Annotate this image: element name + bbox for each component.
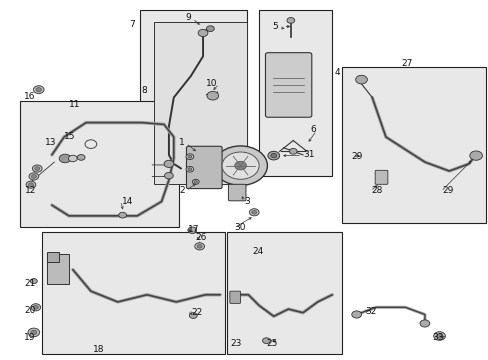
Text: 21: 21: [24, 279, 36, 288]
Text: 27: 27: [400, 59, 412, 68]
Text: 6: 6: [310, 125, 316, 134]
Circle shape: [68, 155, 77, 162]
Bar: [47, 252, 59, 262]
Text: 7: 7: [129, 19, 135, 28]
Circle shape: [30, 279, 37, 284]
Text: 3: 3: [244, 197, 250, 206]
Bar: [140, 10, 246, 184]
Text: 2: 2: [179, 186, 184, 195]
Bar: [154, 22, 246, 184]
Text: 19: 19: [24, 333, 36, 342]
Text: 25: 25: [266, 339, 277, 348]
Circle shape: [26, 181, 36, 188]
Circle shape: [59, 154, 71, 163]
Bar: [47, 253, 69, 284]
Circle shape: [119, 212, 126, 218]
Circle shape: [31, 175, 36, 178]
Circle shape: [355, 75, 366, 84]
Circle shape: [197, 244, 202, 248]
Text: 5: 5: [271, 22, 277, 31]
FancyBboxPatch shape: [186, 146, 222, 189]
Circle shape: [206, 91, 218, 100]
Circle shape: [433, 332, 445, 340]
Circle shape: [286, 18, 294, 23]
Circle shape: [28, 328, 40, 337]
Circle shape: [31, 304, 41, 311]
Text: 29: 29: [351, 152, 363, 161]
Circle shape: [187, 227, 196, 233]
Circle shape: [194, 243, 204, 250]
Circle shape: [206, 26, 214, 32]
Circle shape: [222, 152, 259, 179]
Bar: [227, 232, 341, 354]
Text: 32: 32: [365, 307, 376, 316]
Circle shape: [32, 165, 42, 172]
Circle shape: [419, 320, 429, 327]
FancyBboxPatch shape: [228, 184, 245, 201]
Circle shape: [77, 154, 85, 160]
Text: 15: 15: [64, 132, 76, 141]
Circle shape: [194, 180, 197, 183]
FancyBboxPatch shape: [265, 53, 311, 117]
Text: 20: 20: [24, 306, 36, 315]
Text: 9: 9: [185, 13, 190, 22]
Circle shape: [33, 306, 38, 309]
Text: 29: 29: [441, 186, 452, 195]
Bar: [259, 10, 331, 176]
Circle shape: [189, 313, 197, 319]
Bar: [42, 232, 224, 354]
Text: 13: 13: [44, 138, 56, 147]
Circle shape: [262, 338, 270, 343]
FancyBboxPatch shape: [374, 170, 387, 184]
Circle shape: [33, 86, 44, 94]
Text: 30: 30: [234, 223, 246, 232]
Text: 1: 1: [179, 138, 184, 147]
Text: 14: 14: [122, 197, 133, 206]
Text: 23: 23: [230, 339, 242, 348]
Text: 4: 4: [334, 68, 340, 77]
Circle shape: [270, 153, 276, 158]
Circle shape: [351, 311, 361, 318]
Circle shape: [234, 161, 246, 170]
Circle shape: [28, 183, 33, 186]
Circle shape: [185, 154, 193, 159]
Text: 33: 33: [431, 333, 443, 342]
Circle shape: [192, 179, 199, 184]
Text: 31: 31: [303, 150, 314, 159]
Circle shape: [163, 160, 173, 167]
Bar: [341, 67, 485, 223]
Text: 8: 8: [141, 86, 147, 95]
Circle shape: [29, 173, 39, 180]
Text: 10: 10: [206, 79, 217, 88]
Circle shape: [249, 209, 259, 216]
Circle shape: [187, 155, 191, 158]
Circle shape: [251, 211, 256, 214]
Circle shape: [213, 146, 267, 185]
Text: 17: 17: [188, 225, 200, 234]
Circle shape: [31, 330, 37, 334]
Circle shape: [198, 30, 207, 37]
Text: 24: 24: [252, 247, 264, 256]
Circle shape: [36, 87, 41, 91]
Text: 22: 22: [190, 308, 202, 317]
Text: 11: 11: [69, 100, 81, 109]
Circle shape: [35, 167, 40, 170]
Circle shape: [187, 168, 191, 171]
Text: 28: 28: [370, 186, 382, 195]
Circle shape: [185, 166, 193, 172]
FancyBboxPatch shape: [229, 291, 240, 303]
Circle shape: [164, 172, 173, 179]
Text: 18: 18: [92, 345, 104, 354]
Circle shape: [289, 148, 297, 154]
Circle shape: [469, 151, 482, 160]
Circle shape: [267, 151, 279, 160]
Bar: [20, 101, 178, 226]
Text: 12: 12: [25, 186, 37, 195]
Text: 16: 16: [24, 92, 36, 101]
Text: 26: 26: [195, 233, 207, 242]
Circle shape: [436, 334, 442, 338]
